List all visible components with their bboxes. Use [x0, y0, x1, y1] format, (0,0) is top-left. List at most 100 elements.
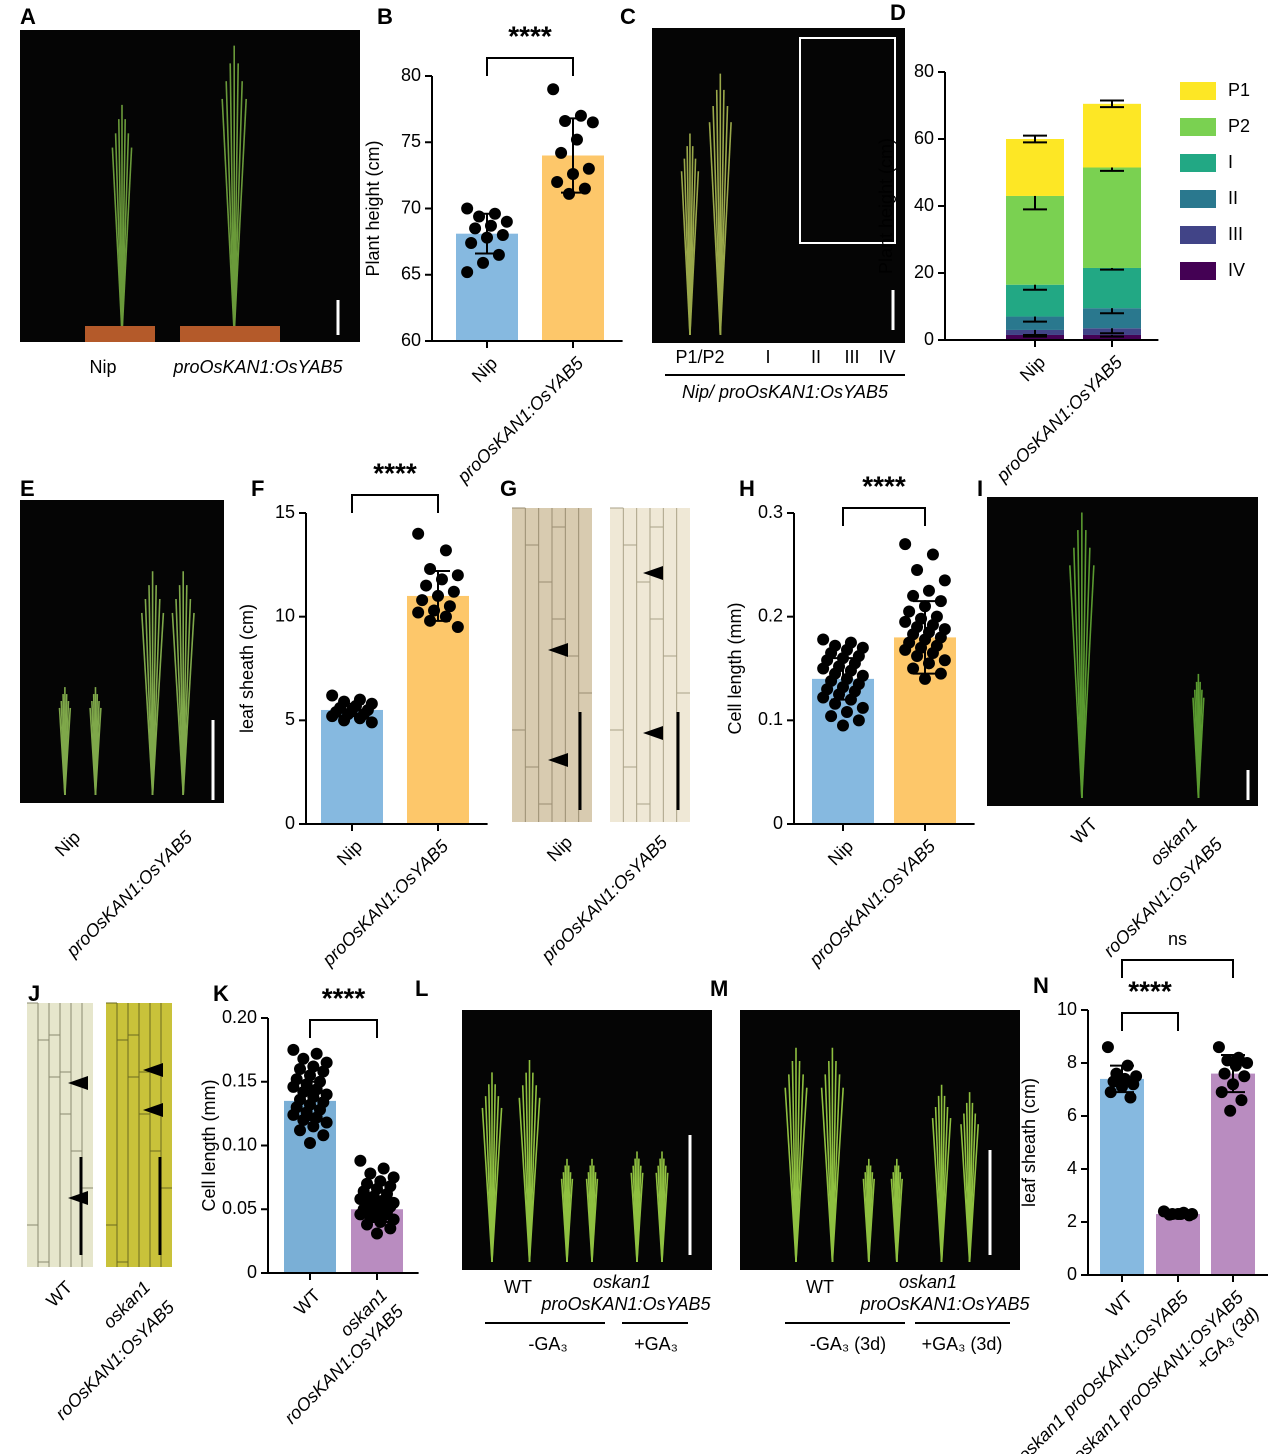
y-tick-label: 15 — [275, 502, 295, 522]
data-point — [287, 1080, 300, 1093]
panel-letter: M — [710, 976, 728, 1001]
plant — [896, 1178, 903, 1263]
data-point — [1241, 1057, 1254, 1069]
panel-letter: B — [377, 4, 393, 29]
y-tick-label: 70 — [401, 197, 421, 217]
data-point — [469, 222, 482, 235]
y-axis-title: Plant height (cm) — [876, 138, 896, 274]
photo — [987, 497, 1258, 806]
error-bar — [1166, 1211, 1190, 1217]
data-point — [326, 689, 339, 702]
legend-label: I — [1228, 152, 1233, 172]
arrowhead — [548, 753, 568, 767]
data-point — [856, 701, 869, 714]
error-bar — [1221, 1054, 1245, 1094]
error-bar — [298, 1080, 322, 1121]
inset — [799, 37, 896, 244]
data-point — [439, 544, 452, 557]
panel-letter: H — [739, 476, 755, 501]
plant — [1081, 565, 1095, 799]
data-point — [412, 606, 425, 619]
error-bar — [561, 117, 585, 194]
data-point — [555, 146, 568, 159]
legend-label: P1 — [1228, 80, 1250, 100]
y-tick-label: 0.10 — [222, 1134, 257, 1154]
legend-swatch — [1180, 82, 1216, 100]
group-label: +GA₃ — [634, 1334, 678, 1354]
y-tick-label: 60 — [401, 330, 421, 350]
data-point — [377, 1162, 390, 1175]
photo — [740, 1010, 1020, 1270]
plant — [1081, 547, 1091, 799]
data-point — [938, 654, 951, 667]
data-point — [317, 1129, 330, 1142]
photo-label: Nip — [89, 357, 116, 377]
significance-label: **** — [1128, 975, 1172, 1006]
photo-label: I — [765, 347, 770, 367]
data-point — [451, 569, 464, 582]
data-point — [934, 595, 947, 608]
legend-swatch — [1180, 154, 1216, 172]
plant — [491, 1107, 503, 1263]
data-point — [934, 667, 947, 680]
error-bar — [1100, 99, 1124, 109]
data-point — [297, 1052, 310, 1065]
data-point — [338, 714, 351, 727]
data-point — [326, 710, 339, 723]
data-point — [461, 202, 474, 215]
data-point — [492, 248, 505, 261]
photo-label: Nip — [543, 832, 576, 865]
error-bar — [1110, 1064, 1134, 1094]
y-tick-label: 8 — [1067, 1052, 1077, 1072]
data-point — [354, 1154, 367, 1167]
data-point — [1124, 1091, 1137, 1104]
significance-label: **** — [862, 470, 906, 501]
plant — [566, 1178, 574, 1263]
data-point — [304, 1136, 316, 1149]
data-point — [354, 1208, 367, 1221]
data-point — [364, 1167, 377, 1180]
data-point — [1218, 1067, 1231, 1080]
data-point — [500, 215, 513, 228]
bar-segment — [1083, 103, 1141, 168]
plant — [968, 1124, 980, 1263]
bar — [321, 709, 383, 824]
bar-segment — [1083, 167, 1141, 268]
data-point — [899, 643, 912, 656]
panel-letter: N — [1033, 973, 1049, 998]
y-tick-label: 2 — [1067, 1211, 1077, 1231]
y-tick-label: 6 — [1067, 1105, 1077, 1125]
error-bar — [365, 1195, 389, 1223]
data-point — [907, 662, 920, 675]
y-tick-label: 5 — [285, 709, 295, 729]
plant — [233, 98, 247, 335]
data-point — [1127, 1078, 1140, 1091]
group-label: +GA₃ (3d) — [922, 1334, 1003, 1354]
plant — [121, 147, 133, 335]
arrowhead — [548, 643, 568, 657]
y-axis-title: Plant height (cm) — [363, 140, 383, 276]
plant — [94, 707, 102, 796]
y-axis-title: Cell length (mm) — [199, 1079, 219, 1211]
significance-label: **** — [508, 20, 552, 51]
data-point — [477, 256, 490, 269]
pot — [180, 326, 280, 342]
error-bar — [426, 570, 450, 622]
y-tick-label: 80 — [914, 61, 934, 81]
bar-segment — [1006, 316, 1064, 330]
data-point — [361, 1218, 374, 1231]
data-point — [447, 585, 460, 598]
error-bar — [475, 212, 499, 255]
data-point — [586, 116, 599, 129]
data-point — [817, 691, 830, 704]
legend-swatch — [1180, 262, 1216, 280]
data-point — [287, 1043, 300, 1056]
data-point — [439, 610, 452, 623]
y-tick-label: 10 — [275, 605, 295, 625]
photo-label: P1/P2 — [675, 347, 724, 367]
data-point — [837, 719, 849, 732]
y-tick-label: 4 — [1067, 1158, 1077, 1178]
plant — [868, 1178, 875, 1263]
significance-bracket — [309, 1019, 378, 1038]
photo-label: WT — [504, 1277, 532, 1297]
